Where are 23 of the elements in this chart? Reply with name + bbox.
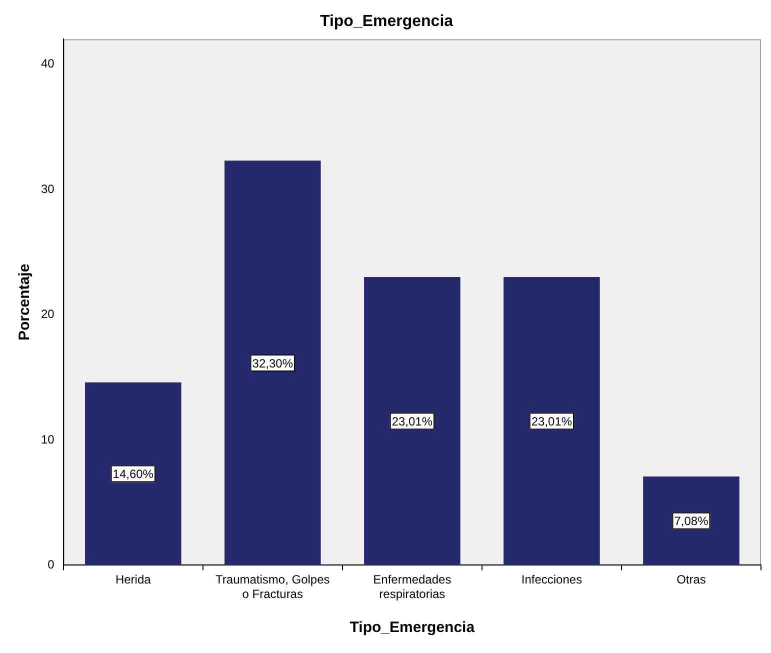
y-tick-label: 20 (40, 307, 55, 322)
x-tick-label: Enfermedades respiratorias (373, 572, 452, 602)
x-tick-label: Infecciones (521, 572, 582, 587)
data-label: 14,60% (112, 467, 154, 482)
y-tick-label: 40 (40, 56, 55, 71)
bar (643, 476, 740, 566)
x-tick-label: Traumatismo, Golpes o Fracturas (216, 572, 330, 602)
x-axis-title: Tipo_Emergencia (350, 619, 476, 636)
x-tick-label: Otras (676, 572, 706, 587)
data-label: 23,01% (531, 414, 572, 428)
y-tick-label: 30 (40, 182, 55, 196)
bar (224, 160, 321, 566)
chart-title: Tipo_Emergencia (320, 13, 454, 30)
y-tick-label: 10 (40, 432, 55, 446)
data-label: 23,01% (392, 414, 433, 428)
x-tick-label: Herida (115, 572, 152, 587)
bar (504, 277, 600, 566)
y-tick-label: 0 (48, 558, 55, 572)
bar (364, 277, 460, 566)
bar (84, 382, 182, 566)
y-axis-title: Porcentaje (16, 264, 34, 341)
data-label: 7,08% (674, 514, 709, 528)
data-label: 32,30% (252, 356, 294, 370)
